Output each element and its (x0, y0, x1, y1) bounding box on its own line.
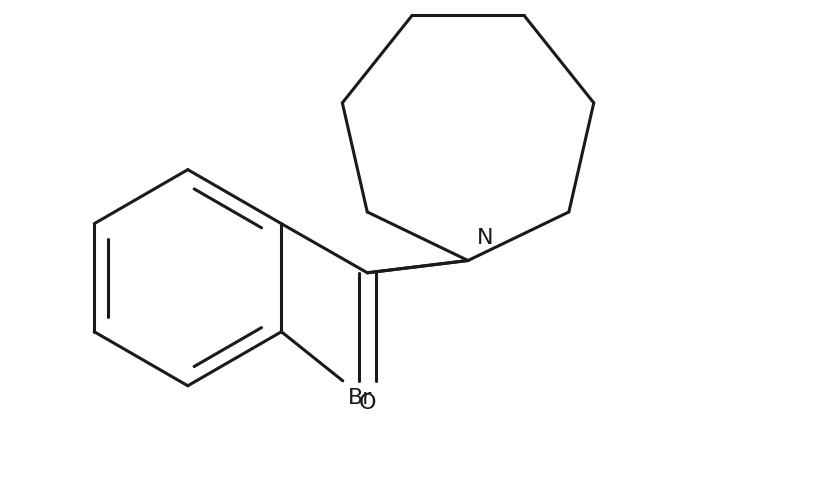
Text: O: O (359, 393, 376, 413)
Text: Br: Br (348, 388, 372, 408)
Text: N: N (476, 228, 493, 248)
